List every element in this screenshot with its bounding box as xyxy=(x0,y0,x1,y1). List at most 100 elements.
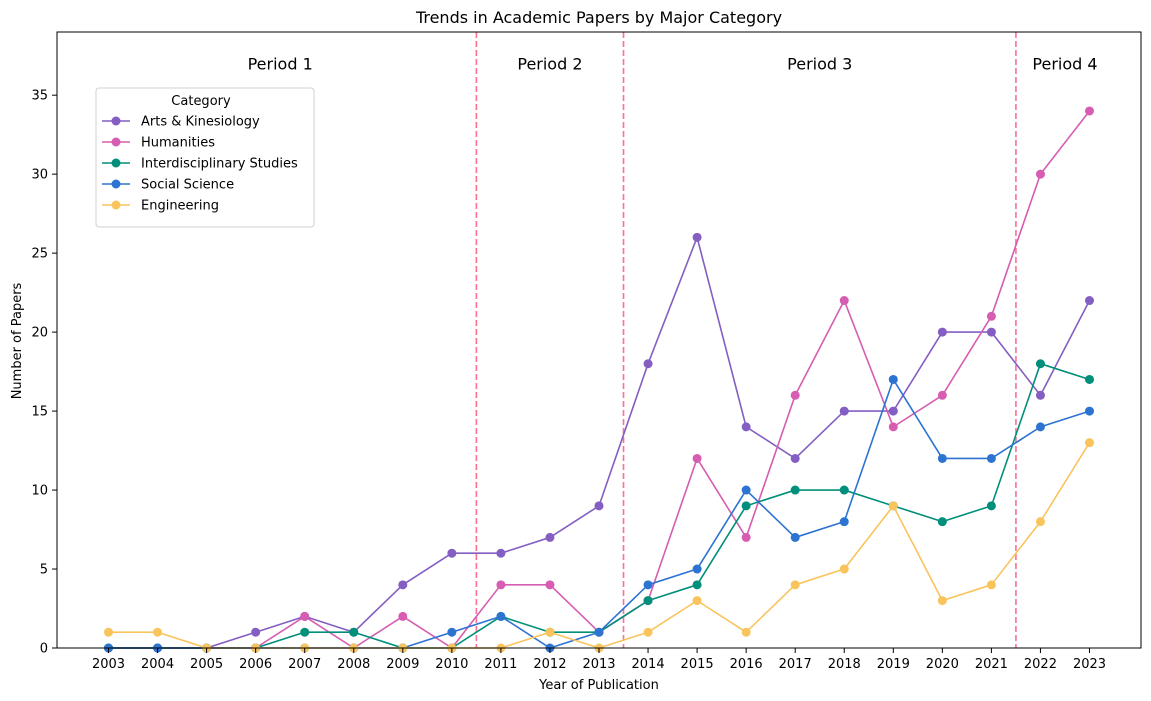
data-point xyxy=(643,627,653,637)
y-axis-label: Number of Papers xyxy=(10,282,25,399)
data-point xyxy=(839,406,849,416)
data-point xyxy=(496,611,506,621)
data-point xyxy=(692,564,702,574)
data-point xyxy=(839,296,849,306)
legend-box xyxy=(95,87,315,228)
y-tick-label: 20 xyxy=(31,326,48,341)
x-tick-label: 2011 xyxy=(484,657,517,672)
data-point xyxy=(153,627,163,637)
x-tick-label: 2009 xyxy=(386,657,419,672)
legend-title: Category xyxy=(171,94,231,109)
x-tick-label: 2016 xyxy=(730,657,763,672)
period-label: Period 2 xyxy=(517,55,582,74)
data-point xyxy=(888,422,898,432)
y-tick-label: 5 xyxy=(40,563,48,578)
period-label: Period 4 xyxy=(1032,55,1097,74)
data-point xyxy=(1084,438,1094,448)
legend-entry: Interdisciplinary Studies xyxy=(141,157,298,172)
data-point xyxy=(398,611,408,621)
data-point xyxy=(496,580,506,590)
data-point xyxy=(1035,422,1045,432)
data-point xyxy=(937,327,947,337)
chart-title: Trends in Academic Papers by Major Categ… xyxy=(415,8,782,27)
y-tick-label: 30 xyxy=(31,168,48,183)
data-point xyxy=(937,517,947,527)
data-point xyxy=(937,596,947,606)
x-tick-label: 2018 xyxy=(828,657,861,672)
data-point xyxy=(300,627,310,637)
data-point xyxy=(888,374,898,384)
data-point xyxy=(1035,517,1045,527)
series-line xyxy=(108,442,1091,649)
legend-swatch-marker xyxy=(111,158,121,168)
data-point xyxy=(104,627,114,637)
data-point xyxy=(1035,359,1045,369)
period-label: Period 3 xyxy=(787,55,852,74)
data-point xyxy=(692,596,702,606)
x-tick-label: 2007 xyxy=(288,657,321,672)
data-point xyxy=(741,501,751,511)
x-tick-label: 2006 xyxy=(239,657,272,672)
plot-area: Period 1 Period 2 Period 3 Period 4 2003 2004… xyxy=(31,31,1142,672)
data-point xyxy=(594,501,604,511)
data-point xyxy=(1084,106,1094,116)
legend-entry: Engineering xyxy=(141,199,219,214)
data-point xyxy=(643,580,653,590)
data-point xyxy=(839,564,849,574)
data-point xyxy=(692,453,702,463)
legend-swatch-marker xyxy=(111,179,121,189)
data-point xyxy=(937,453,947,463)
legend-entry: Social Science xyxy=(141,178,234,193)
data-point xyxy=(1084,406,1094,416)
data-point xyxy=(545,580,555,590)
data-point xyxy=(741,422,751,432)
data-point xyxy=(888,501,898,511)
series-line xyxy=(108,378,1090,649)
data-point xyxy=(888,406,898,416)
legend-swatch-marker xyxy=(111,116,121,126)
x-tick-label: 2013 xyxy=(582,657,615,672)
data-point xyxy=(741,627,751,637)
data-point xyxy=(986,580,996,590)
data-point xyxy=(496,548,506,558)
x-tick-label: 2003 xyxy=(92,657,125,672)
x-tick-label: 2023 xyxy=(1073,657,1106,672)
data-point xyxy=(643,359,653,369)
data-point xyxy=(986,501,996,511)
x-axis-label: Year of Publication xyxy=(538,678,659,693)
data-point xyxy=(545,532,555,542)
data-point xyxy=(741,485,751,495)
x-tick-label: 2008 xyxy=(337,657,370,672)
data-point xyxy=(1035,169,1045,179)
x-tick-label: 2005 xyxy=(190,657,223,672)
data-point xyxy=(839,517,849,527)
y-tick-label: 0 xyxy=(40,642,48,657)
data-point xyxy=(692,232,702,242)
data-point xyxy=(790,580,800,590)
data-point xyxy=(937,390,947,400)
x-tick-label: 2017 xyxy=(779,657,812,672)
data-point xyxy=(986,311,996,321)
period-label: Period 1 xyxy=(248,55,313,74)
data-point xyxy=(447,548,457,558)
data-point xyxy=(398,580,408,590)
y-tick-label: 35 xyxy=(31,89,48,104)
data-point xyxy=(1035,390,1045,400)
legend-entry: Humanities xyxy=(141,136,215,151)
data-point xyxy=(545,627,555,637)
legend-swatch-marker xyxy=(111,200,121,210)
data-point xyxy=(839,485,849,495)
data-point xyxy=(1084,374,1094,384)
data-point xyxy=(986,327,996,337)
legend: Category Arts & Kinesiology Humanities Inte… xyxy=(95,87,315,228)
data-point xyxy=(790,532,800,542)
x-tick-label: 2019 xyxy=(877,657,910,672)
data-point xyxy=(643,596,653,606)
x-tick-label: 2010 xyxy=(435,657,468,672)
x-tick-label: 2015 xyxy=(681,657,714,672)
data-point xyxy=(790,390,800,400)
data-point xyxy=(1084,296,1094,306)
x-tick-label: 2012 xyxy=(533,657,566,672)
x-tick-label: 2020 xyxy=(926,657,959,672)
data-point xyxy=(447,627,457,637)
